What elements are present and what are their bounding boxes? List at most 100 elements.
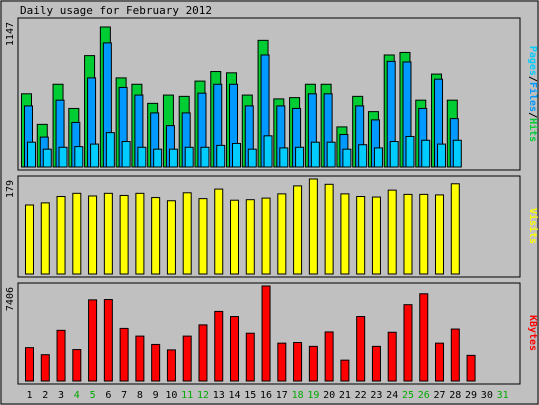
bar-kbytes-day-28: [450, 328, 460, 382]
bar-kbytes-day-9: [151, 343, 161, 382]
bar-visits-day-1: [25, 204, 34, 275]
bar-visits-day-4: [72, 192, 82, 275]
bar-pages-day-1: [27, 141, 36, 168]
series-visits: [25, 178, 460, 275]
bar-kbytes-day-11: [182, 335, 192, 382]
legend-word-kbytes-0: KBytes: [527, 315, 538, 351]
bar-pages-day-7: [121, 141, 131, 168]
bar-kbytes-day-15: [245, 332, 255, 382]
day-label-25: 25: [402, 390, 414, 401]
bar-kbytes-day-27: [435, 342, 445, 382]
panel-visits: 179 Visits: [5, 175, 539, 278]
bar-pages-day-21: [342, 148, 352, 168]
bar-visits-day-22: [356, 196, 366, 275]
bar-pages-day-2: [42, 148, 52, 168]
bar-pages-day-9: [153, 148, 163, 168]
bar-kbytes-day-24: [387, 331, 397, 382]
bar-kbytes-day-19: [308, 345, 318, 382]
day-label-30: 30: [481, 390, 493, 401]
bar-kbytes-day-21: [340, 359, 350, 382]
day-label-2: 2: [42, 390, 48, 401]
bar-pages-day-26: [421, 139, 431, 168]
day-label-8: 8: [137, 390, 143, 401]
day-label-26: 26: [418, 390, 430, 401]
day-label-7: 7: [121, 390, 127, 401]
bar-visits-day-3: [56, 196, 66, 275]
bar-pages-day-11: [184, 146, 194, 168]
day-label-5: 5: [90, 390, 96, 401]
panel-hits: 1147 Pages/Files/Hits: [5, 17, 539, 171]
bar-kbytes-day-23: [371, 345, 381, 382]
bar-visits-day-19: [308, 178, 318, 275]
panel-kbytes: 7406 KBytes: [5, 282, 538, 385]
day-label-23: 23: [370, 390, 382, 401]
day-label-29: 29: [465, 390, 477, 401]
bar-kbytes-day-26: [419, 293, 429, 382]
panel-legend-hits: Pages/Files/Hits: [527, 46, 539, 142]
bar-visits-day-2: [40, 202, 50, 275]
bar-pages-day-20: [326, 141, 336, 168]
day-label-19: 19: [307, 390, 319, 401]
day-label-17: 17: [276, 390, 288, 401]
legend-word-hits-2: Files: [527, 82, 539, 112]
bar-pages-day-23: [373, 147, 383, 168]
bar-kbytes-day-14: [230, 316, 240, 382]
day-label-22: 22: [355, 390, 367, 401]
series-pages: [27, 132, 462, 168]
day-label-27: 27: [433, 390, 445, 401]
legend-word-hits-3: /: [527, 112, 538, 118]
bar-kbytes-day-7: [119, 327, 129, 382]
panel-max-label-kbytes: 7406: [5, 287, 16, 311]
chart-title: Daily usage for February 2012: [20, 4, 212, 17]
bar-pages-day-13: [216, 144, 226, 168]
bar-visits-day-23: [371, 196, 381, 275]
bar-pages-day-12: [200, 146, 210, 168]
panel-legend-kbytes: KBytes: [527, 315, 538, 351]
bar-pages-day-16: [263, 135, 273, 168]
bar-kbytes-day-16: [261, 285, 271, 382]
bar-visits-day-6: [103, 192, 113, 275]
day-label-10: 10: [165, 390, 177, 401]
bar-pages-day-24: [389, 141, 399, 168]
bar-kbytes-day-3: [56, 329, 66, 382]
bar-kbytes-day-18: [293, 342, 303, 382]
bar-kbytes-day-8: [135, 335, 145, 382]
bar-visits-day-11: [182, 192, 192, 275]
bar-kbytes-day-10: [166, 349, 176, 382]
day-label-31: 31: [497, 390, 509, 401]
day-label-1: 1: [26, 390, 32, 401]
day-label-15: 15: [244, 390, 256, 401]
day-label-3: 3: [58, 390, 64, 401]
day-labels: 1 2 3 4 5 6 7 8 9 10 11 12 13 14 15 16 17 18 19 20 21 22 23 24 2…: [26, 390, 508, 401]
bar-kbytes-day-4: [72, 349, 82, 382]
bar-kbytes-day-25: [403, 304, 413, 382]
bar-visits-day-21: [340, 193, 350, 275]
day-label-12: 12: [197, 390, 209, 401]
series-kbytes: [25, 285, 476, 382]
bar-visits-day-17: [277, 193, 287, 275]
day-label-21: 21: [339, 390, 351, 401]
bar-visits-day-12: [198, 198, 208, 275]
bar-kbytes-day-17: [277, 342, 287, 382]
bar-pages-day-3: [58, 146, 68, 168]
bar-pages-day-10: [168, 148, 178, 168]
bar-visits-day-10: [166, 200, 176, 275]
legend-word-hits-1: /: [527, 76, 538, 82]
panel-max-label-hits: 1147: [5, 22, 16, 46]
bar-pages-day-27: [437, 143, 447, 168]
day-label-28: 28: [449, 390, 461, 401]
day-label-9: 9: [153, 390, 159, 401]
bar-visits-day-5: [88, 195, 98, 275]
bar-visits-day-28: [450, 183, 460, 275]
day-label-14: 14: [228, 390, 240, 401]
bar-visits-day-24: [387, 189, 397, 275]
bar-pages-day-8: [137, 146, 147, 168]
bar-pages-day-22: [358, 144, 368, 168]
bar-kbytes-day-13: [214, 310, 224, 382]
legend-word-hits-4: Hits: [527, 118, 539, 142]
day-label-18: 18: [292, 390, 304, 401]
bar-pages-day-5: [90, 143, 100, 168]
bar-pages-day-15: [247, 148, 257, 168]
